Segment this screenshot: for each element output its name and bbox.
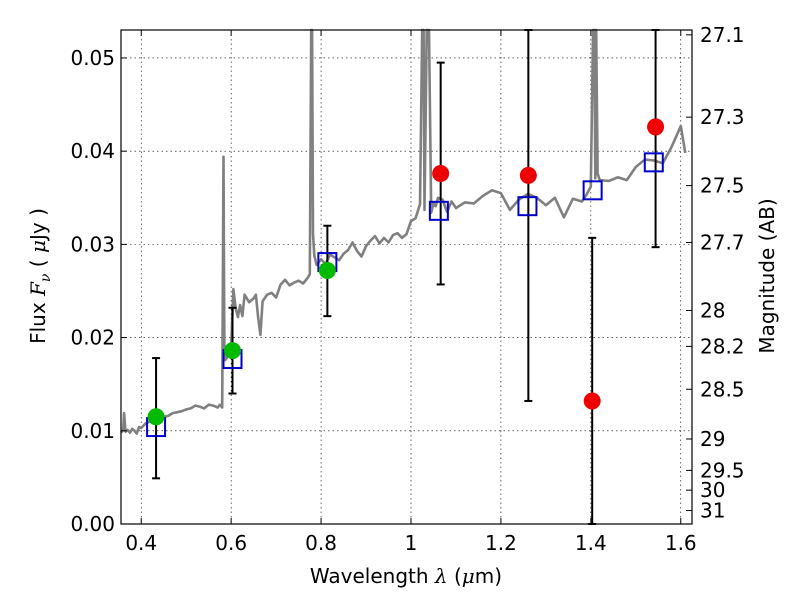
grid [121,30,692,525]
y2-tick-label: 29.5 [700,458,745,482]
y-axis-label: Flux Fν ( μJy ) [26,208,54,344]
data-point-marker [224,342,242,360]
model-square-marker [517,196,538,217]
marker-layer [146,118,665,438]
spectrum-line [119,28,687,435]
x-tick-label: 1.4 [575,531,607,555]
y-tick-label: 0.02 [70,326,115,350]
data-point-marker [519,166,537,184]
data-point-marker [432,165,450,183]
y2-tick-label: 28.2 [700,334,745,358]
x-tick-label: 1 [405,531,418,555]
y2-axis-label: Magnitude (AB) [755,198,779,353]
x-tick-label: 0.8 [305,531,337,555]
y-tick-label: 0.01 [70,419,115,443]
y2-tick-label: 27.1 [700,23,745,47]
model-square-marker [582,180,603,201]
y2-tick-label: 31 [700,499,725,523]
plot-frame [120,29,693,525]
y2-tick-label: 28 [700,298,725,322]
data-point-marker [318,261,336,279]
tick-layer: 0.4 0.6 0.8 1 1.2 1.4 1.6 0.00 0.01 0.02 0.03 0.04 0… [70,23,744,555]
x-tick-label: 1.6 [665,531,697,555]
y-tick-label: 0.04 [70,139,115,163]
y2-tick-label: 27.7 [700,231,745,255]
y2-tick-label: 27.3 [700,105,745,129]
y-tick-label: 0.00 [70,512,115,536]
errorbar-layer [152,29,660,525]
model-square-marker [643,152,664,173]
y2-tick-label: 29 [700,427,725,451]
y2-tick-label: 30 [700,478,725,502]
y-tick-label: 0.05 [70,46,115,70]
model-square-marker [428,200,449,221]
x-tick-label: 1.2 [485,531,517,555]
x-axis-label: Wavelength λ (μm) [310,564,502,588]
data-point-marker [583,392,601,410]
y2-tick-label: 28.5 [700,377,745,401]
x-tick-label: 0.6 [215,531,247,555]
data-point-marker [647,118,665,136]
data-point-marker [147,408,165,426]
x-tick-label: 0.4 [125,531,157,555]
y2-tick-label: 27.5 [700,174,745,198]
spectrum-layer [119,28,687,435]
y-tick-label: 0.03 [70,232,115,256]
